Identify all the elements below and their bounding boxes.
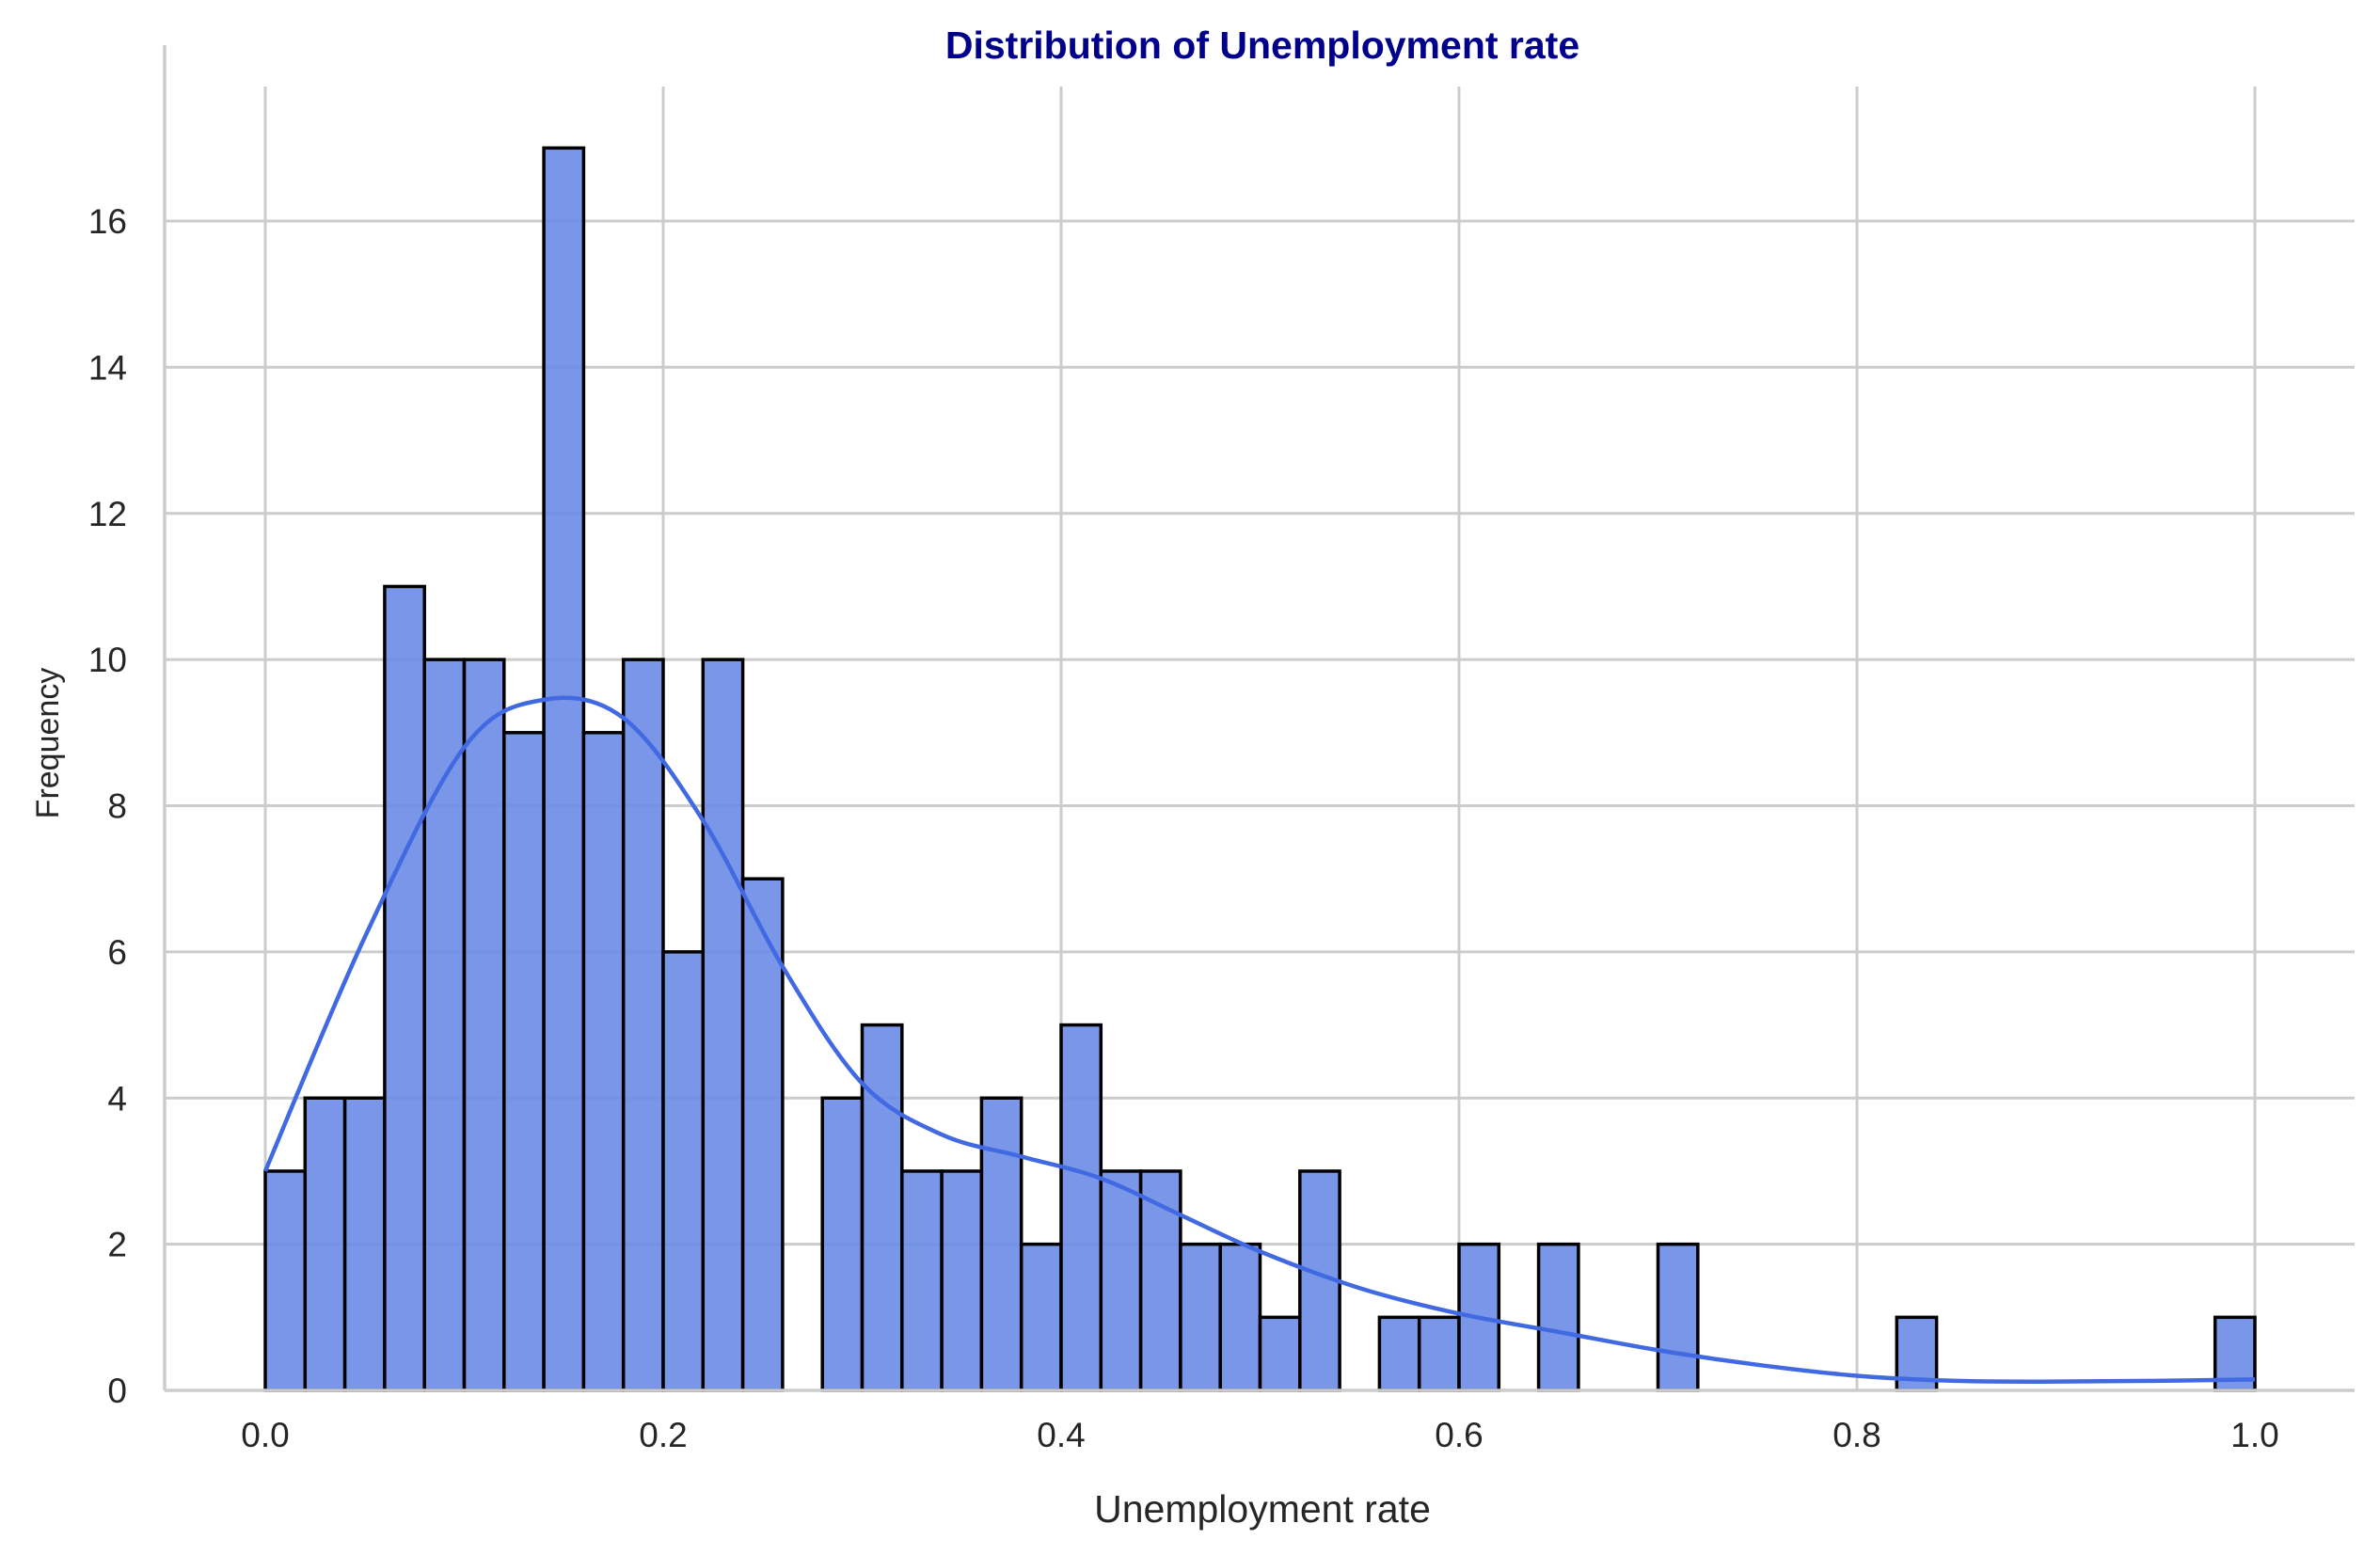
y-tick-label: 10: [88, 641, 127, 679]
x-tick-label: 1.0: [2230, 1416, 2278, 1454]
histogram-bar: [1099, 1169, 1143, 1392]
histogram-bar: [342, 1096, 387, 1392]
x-tick-label: 0.0: [241, 1416, 289, 1454]
y-tick-label: 14: [88, 348, 127, 387]
histogram-bar: [462, 658, 506, 1392]
histogram-bar: [1059, 1023, 1103, 1392]
x-tick-label: 0.4: [1037, 1416, 1085, 1454]
y-tick-label: 16: [88, 202, 127, 241]
histogram-bar: [502, 731, 546, 1392]
histogram-bars: [263, 146, 2257, 1392]
histogram-bar: [621, 658, 665, 1392]
histogram-bar: [303, 1096, 347, 1392]
histogram-bar: [1377, 1315, 1421, 1392]
histogram-bar: [383, 584, 426, 1392]
y-tick-label: 6: [107, 933, 127, 972]
histogram-bar: [740, 877, 785, 1392]
x-tick-label: 0.2: [639, 1416, 687, 1454]
histogram-bar: [422, 658, 467, 1392]
x-tick-label: 0.8: [1833, 1416, 1880, 1454]
y-axis-label: Frequency: [30, 668, 66, 819]
x-tick-labels: 0.0 0.2 0.4 0.6 0.8 1.0: [241, 1416, 2278, 1454]
histogram-bar: [940, 1169, 984, 1392]
y-tick-labels: 0 2 4 6 8 10 12 14 16: [88, 202, 127, 1410]
histogram-bar: [860, 1023, 904, 1392]
histogram-bar: [979, 1096, 1023, 1392]
y-tick-label: 4: [107, 1079, 127, 1118]
histogram-bar: [263, 1169, 308, 1392]
histogram-bar: [1417, 1315, 1461, 1392]
kde-curve: [262, 695, 2256, 1384]
histogram-bar: [581, 731, 626, 1392]
histogram-bar: [1019, 1242, 1063, 1392]
histogram-bar: [1536, 1242, 1580, 1392]
histogram-bar: [542, 146, 586, 1392]
histogram-bar: [1656, 1242, 1700, 1392]
y-tick-label: 0: [107, 1372, 127, 1410]
histogram-bar: [900, 1169, 944, 1392]
x-axis-label: Unemployment rate: [1094, 1487, 1431, 1531]
x-tick-label: 0.6: [1435, 1416, 1483, 1454]
histogram-bar: [1218, 1242, 1262, 1392]
histogram-bar: [1179, 1242, 1222, 1392]
histogram-bar: [820, 1096, 865, 1392]
chart-title: Distribution of Unemployment rate: [945, 24, 1579, 67]
histogram-bar: [661, 950, 706, 1392]
y-tick-label: 12: [88, 495, 127, 533]
histogram-bar: [701, 658, 745, 1392]
y-tick-label: 8: [107, 787, 127, 826]
histogram-bar: [1258, 1315, 1302, 1392]
axes: [163, 45, 2355, 1392]
y-tick-label: 2: [107, 1226, 127, 1264]
